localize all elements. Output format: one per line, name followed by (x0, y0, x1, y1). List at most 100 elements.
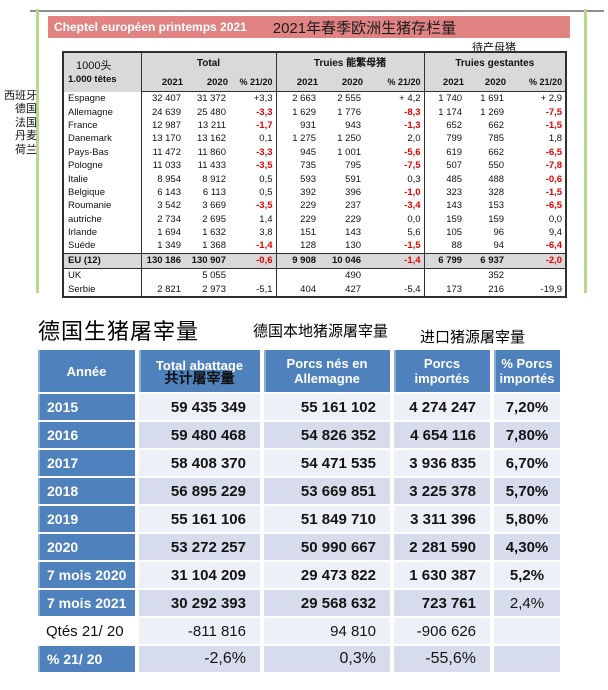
cell: 30 292 393 (139, 590, 260, 616)
cell: 943 (345, 119, 362, 131)
cell: 593 (275, 172, 327, 186)
cell: 1 349 (157, 240, 181, 252)
cell: 55 161 106 (139, 506, 260, 532)
uk-row: UK 5 055 490 352 (63, 268, 566, 283)
cell: -5,1 (256, 283, 273, 295)
cell: -1,4 (371, 252, 425, 270)
cell: 1 368 (202, 240, 226, 252)
cell: 9,4 (548, 227, 563, 239)
cell: 151 (275, 225, 327, 240)
cell: 12 987 (151, 119, 181, 131)
cell: EU (12) (63, 252, 142, 270)
cell: 2,4% (494, 590, 560, 616)
cell: 2 281 590 (394, 534, 490, 560)
col-header: 2021 (141, 73, 191, 92)
cell (494, 618, 560, 644)
slaughter-table: Année Total abattage 共计屠宰量 Porcs nés en … (34, 348, 564, 674)
cell: 6 799 (423, 252, 473, 270)
cell: 4 654 116 (394, 422, 490, 448)
cell: 159 (488, 213, 505, 225)
table-row: 2017 58 408 370 54 471 535 3 936 835 6,70% (38, 450, 560, 476)
side-label: 德国 (15, 103, 37, 116)
col-header-year: Année (38, 350, 135, 392)
cell: 490 (345, 270, 362, 282)
cell: 143 (423, 199, 473, 213)
cell: 2 973 (202, 283, 226, 295)
cell: 50 990 667 (264, 534, 390, 560)
unit-zh: 1000头 (76, 60, 112, 73)
cell: Irlande (63, 225, 142, 240)
cell: 1,8 (548, 133, 563, 145)
cell: 0,3% (264, 646, 390, 672)
cell: 53 669 851 (264, 478, 390, 504)
cell: 1 275 (275, 132, 327, 146)
cell: -1,5 (545, 119, 563, 131)
cell: 328 (488, 186, 505, 198)
cell: 799 (423, 132, 473, 146)
cell: 1 691 (480, 93, 505, 105)
cell (423, 268, 473, 283)
cell: -55,6% (394, 646, 490, 672)
cell: Danemark (63, 132, 142, 146)
cell: 31 372 (196, 93, 226, 105)
cell: 24 639 (151, 106, 181, 118)
cell: 8 954 (157, 173, 181, 185)
cell: 88 (423, 239, 473, 254)
cell: -6,5 (545, 200, 563, 212)
cell: 8 912 (202, 173, 226, 185)
cell: 3,8 (259, 227, 273, 239)
cell: 54 471 535 (264, 450, 390, 476)
cell: 11 433 (197, 160, 226, 172)
table-row: Allemagne 24 639 25 480 -3,3 1 629 1 776 -8,3 1… (63, 105, 566, 119)
cell (141, 269, 191, 283)
cell: 29 568 632 (264, 590, 390, 616)
cell: 3 936 835 (394, 450, 490, 476)
cell: 723 761 (394, 590, 490, 616)
cell: 32 407 (151, 93, 181, 105)
cell: 13 211 (197, 119, 226, 131)
cell: 0,1 (259, 133, 273, 145)
side-label: 西班牙 (4, 90, 37, 102)
cell: -19,9 (540, 283, 563, 295)
cell: -7,5 (404, 160, 421, 172)
table-row: Pologne 11 033 11 433 -3,5 735 795 -7,5 507 550 -… (63, 158, 566, 173)
cell: -6,5 (545, 146, 563, 158)
cell: 7,80% (494, 422, 560, 448)
cell: -1,4 (256, 240, 273, 252)
pig-inventory-table-wrap: 1000头 1.000 têtes Total Truies 能繁母猪 Trui… (62, 51, 568, 298)
cell: 11 033 (152, 160, 181, 172)
cell: autriche (63, 212, 142, 226)
cell: 0,3 (407, 173, 421, 185)
cell (494, 646, 560, 672)
cell: 0,5 (259, 173, 273, 185)
cell: Italie (63, 172, 142, 186)
cell: 1 001 (337, 146, 362, 158)
cell: 96 (493, 227, 505, 239)
cell: 5,70% (494, 478, 560, 504)
cell: Pologne (63, 158, 142, 173)
cell: 143 (345, 227, 362, 239)
cell: 2015 (38, 394, 135, 420)
col-header-imported: Porcs importés (394, 350, 490, 392)
cell: 173 (423, 282, 473, 297)
cell: 130 (345, 240, 362, 252)
cell: 7 mois 2021 (38, 590, 135, 616)
cell: 3 225 378 (394, 478, 490, 504)
table-row: 2015 59 435 349 55 161 102 4 274 247 7,20% (38, 394, 560, 420)
cell: 5,6 (407, 227, 421, 239)
cell: Belgique (63, 185, 142, 200)
cell: 54 826 352 (264, 422, 390, 448)
table-row: 2018 56 895 229 53 669 851 3 225 378 5,70% (38, 478, 560, 504)
cell: 352 (488, 270, 505, 282)
left-margin-line (36, 9, 39, 293)
side-label: 法国 (15, 116, 37, 129)
cell: 94 810 (264, 618, 390, 644)
table2-subtitle-domestic: 德国本地猪源屠宰量 (253, 323, 389, 340)
table1-banner: Cheptel européen printemps 2021 2021年春季欧… (48, 16, 570, 38)
cell: 25 480 (196, 106, 226, 118)
group-total: Total (141, 52, 277, 73)
cell: -3,5 (256, 200, 273, 212)
quantity-diff-row: Qtés 21/ 20 -811 816 94 810 -906 626 (38, 618, 560, 644)
cell: 13 162 (196, 133, 226, 145)
unit-fr: 1.000 têtes (68, 74, 117, 86)
